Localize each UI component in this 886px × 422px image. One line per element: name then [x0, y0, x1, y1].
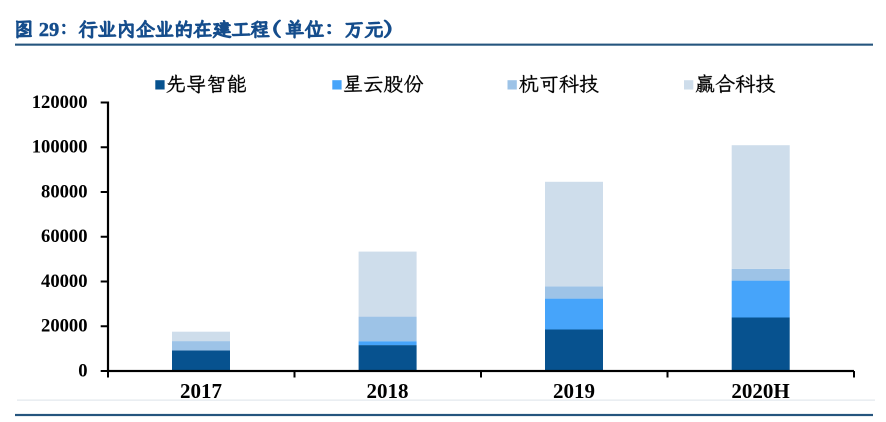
svg-text:2020H: 2020H: [731, 379, 789, 403]
svg-text:60000: 60000: [41, 226, 87, 247]
svg-text:120000: 120000: [32, 92, 88, 113]
svg-text:2017: 2017: [180, 379, 222, 403]
svg-text:40000: 40000: [41, 271, 87, 292]
svg-text:80000: 80000: [41, 181, 87, 202]
svg-text:100000: 100000: [32, 137, 88, 158]
svg-text:2019: 2019: [553, 379, 595, 403]
svg-text:2018: 2018: [367, 379, 409, 403]
svg-text:20000: 20000: [41, 316, 87, 337]
svg-text:29: 29: [39, 19, 60, 41]
svg-text:0: 0: [78, 360, 87, 381]
